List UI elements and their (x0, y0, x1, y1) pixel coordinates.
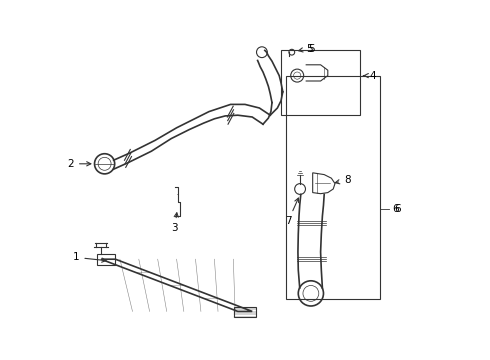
Text: 2: 2 (68, 159, 91, 169)
Text: 6: 6 (392, 204, 399, 214)
Text: 6: 6 (394, 204, 401, 214)
Bar (286, 76, 380, 299)
Text: 1: 1 (73, 252, 106, 262)
Text: 5: 5 (298, 44, 313, 54)
Text: 5: 5 (308, 44, 315, 54)
Text: 8: 8 (335, 175, 351, 185)
Bar (281, 50, 360, 115)
Text: 3: 3 (172, 213, 178, 233)
Text: 4: 4 (364, 71, 376, 81)
Text: 7: 7 (285, 198, 298, 226)
